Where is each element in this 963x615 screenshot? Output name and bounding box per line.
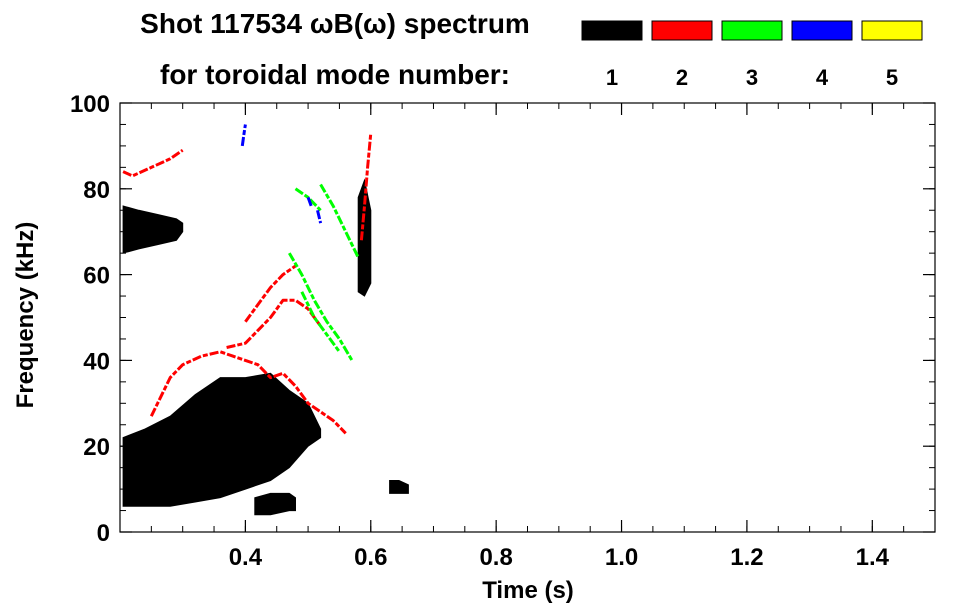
chart-title-line1: Shot 117534 ωB(ω) spectrum <box>140 8 530 39</box>
x-tick-label: 0.4 <box>229 544 263 571</box>
legend-swatch-mode-3 <box>721 20 783 41</box>
mode-1-region-2 <box>254 492 296 516</box>
mode-2-trace-7 <box>226 298 322 349</box>
legend-label-mode-3: 3 <box>746 65 758 90</box>
mode-2-trace-9 <box>359 132 373 241</box>
legend-label-mode-1: 1 <box>606 65 618 90</box>
x-tick-label: 1.4 <box>856 544 890 571</box>
mode-2-trace-6 <box>149 350 347 435</box>
x-tick-label: 1.2 <box>730 544 763 571</box>
legend-swatch-mode-2 <box>651 20 713 41</box>
mode-4-trace-15 <box>306 196 313 207</box>
mode-2-trace-5 <box>122 148 184 178</box>
legend-label-mode-5: 5 <box>886 65 898 90</box>
mode-1-region-4 <box>389 480 409 494</box>
plot-area: 0.4 0.6 0.8 1.0 1.2 1.4 0 20 40 60 80 100 <box>70 91 936 571</box>
mode-1-region-3 <box>357 178 372 297</box>
legend-swatch-mode-4 <box>791 20 853 41</box>
legend-swatch-mode-5 <box>861 20 923 41</box>
y-tick-label: 60 <box>83 263 110 290</box>
x-tick-label: 1.0 <box>605 544 638 571</box>
y-tick-label: 20 <box>83 434 110 461</box>
mode-3-trace-10 <box>288 252 354 362</box>
y-tick-label: 80 <box>83 177 110 204</box>
mode-3-trace-12 <box>319 183 360 259</box>
mode-4-trace-16 <box>316 209 323 224</box>
legend: 1 2 3 4 5 <box>581 20 923 90</box>
y-tick-label: 0 <box>97 520 110 547</box>
x-tick-label: 0.8 <box>479 544 512 571</box>
mode-3-trace-11 <box>300 291 341 353</box>
y-tick-label: 100 <box>70 91 110 118</box>
mode-1-region-1 <box>122 205 184 254</box>
legend-label-mode-2: 2 <box>676 65 688 90</box>
legend-swatch-mode-1 <box>581 20 643 41</box>
mode-1-region-0 <box>122 372 322 507</box>
x-tick-label: 0.6 <box>354 544 387 571</box>
x-axis-label: Time (s) <box>482 577 574 604</box>
mode-2-trace-8 <box>244 264 297 323</box>
legend-label-mode-4: 4 <box>816 65 829 90</box>
mode-4-trace-14 <box>240 124 247 147</box>
y-axis-label: Frequency (kHz) <box>12 222 39 409</box>
y-tick-label: 40 <box>83 348 110 375</box>
chart-title-line2: for toroidal mode number: <box>160 59 510 90</box>
